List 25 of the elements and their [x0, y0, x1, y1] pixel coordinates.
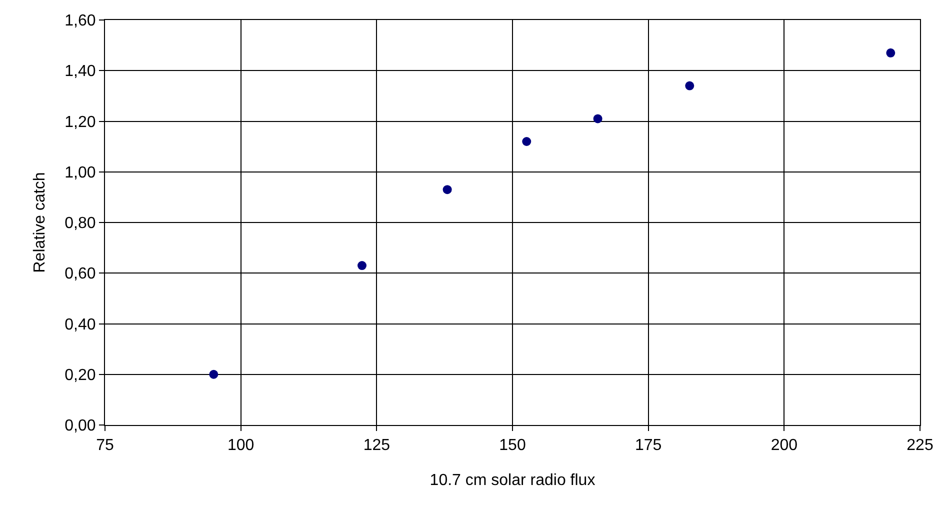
x-tick-label: 200 — [770, 437, 798, 454]
y-tick-label: 0,40 — [64, 316, 96, 334]
x-tick-label: 225 — [906, 437, 934, 454]
point — [522, 137, 532, 146]
point — [209, 370, 218, 379]
x-tick-label: 100 — [227, 437, 254, 454]
y-tick-label: 1,40 — [64, 63, 96, 80]
x-tick-label: 75 — [96, 437, 114, 454]
y-tick-label: 0,00 — [64, 418, 96, 435]
y-tick-label: 1,00 — [64, 164, 96, 182]
x-tick-label: 125 — [363, 437, 390, 454]
point — [685, 81, 694, 90]
x-axis-title: 10.7 cm solar radio flux — [430, 472, 596, 489]
y-tick-label: 0,20 — [64, 366, 96, 384]
y-tick-label: 0,80 — [64, 215, 96, 232]
y-tick-label: 1,20 — [64, 114, 96, 131]
point — [358, 261, 366, 270]
x-tick-label: 175 — [634, 437, 662, 454]
point — [593, 114, 602, 124]
point — [886, 48, 896, 58]
y-tick-label: 1,60 — [64, 12, 96, 30]
y-tick-label: 0,60 — [64, 266, 96, 283]
y-axis-title: Relative catch — [32, 172, 49, 273]
point — [442, 185, 452, 194]
x-tick-label: 150 — [499, 437, 526, 454]
